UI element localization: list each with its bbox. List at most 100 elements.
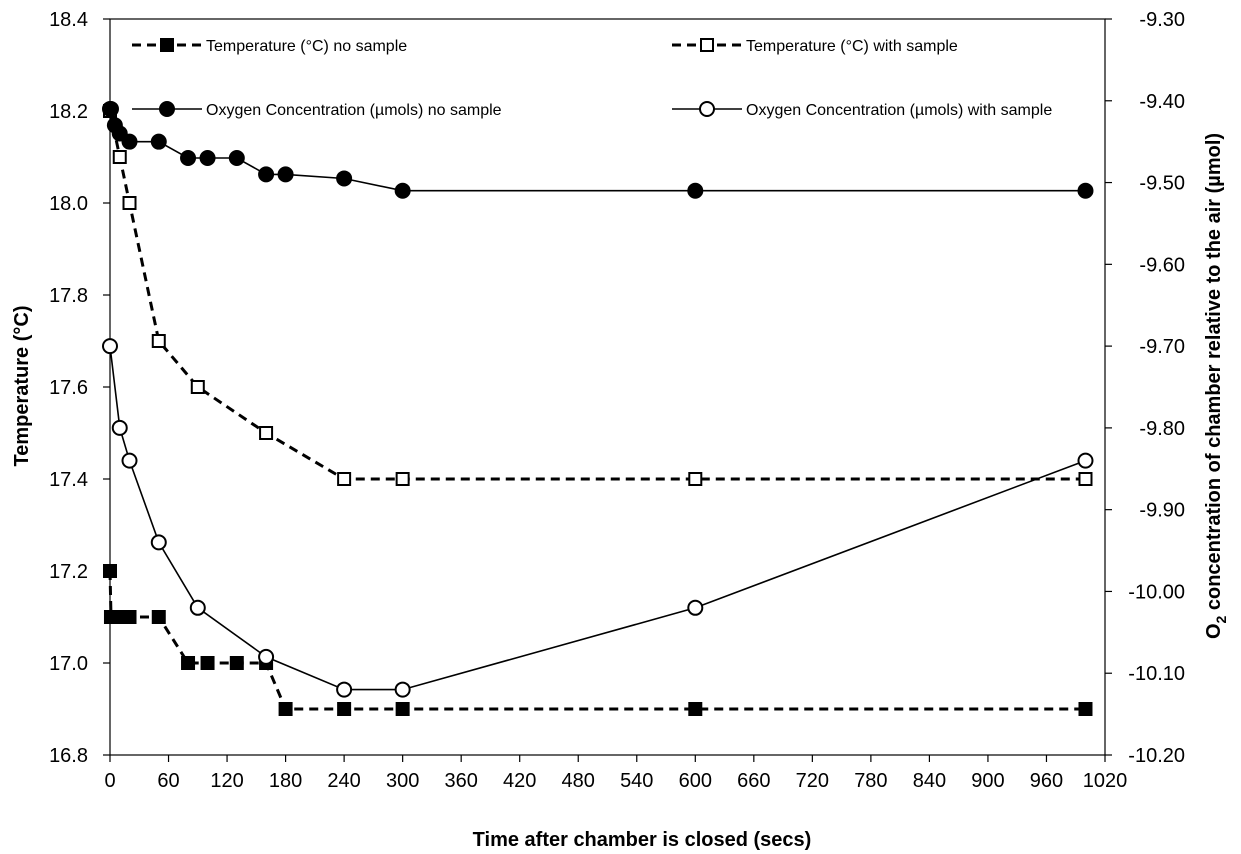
data-point bbox=[1077, 182, 1094, 199]
x-tick-label: 840 bbox=[913, 770, 946, 792]
series-line bbox=[108, 570, 1086, 711]
x-axis: 0 60 120 180 240 300 360 420 480 540 600 660 720 780 8… bbox=[104, 755, 1127, 792]
legend-entry: Oxygen Concentration (µmols) with sample bbox=[672, 101, 1052, 119]
x-tick-label: 120 bbox=[210, 770, 243, 792]
series-1 bbox=[103, 564, 1093, 716]
y-right-tick-label: -9.80 bbox=[1139, 418, 1185, 440]
legend-marker bbox=[700, 38, 714, 52]
y-axis-right-title-suffix: concentration of chamber relative to the… bbox=[1203, 133, 1225, 616]
data-point bbox=[103, 564, 117, 578]
data-point bbox=[337, 472, 352, 486]
legend-label: Oxygen Concentration (µmols) no sample bbox=[206, 102, 502, 119]
x-tick-label: 720 bbox=[796, 770, 829, 792]
y-left-tick-label: 17.6 bbox=[49, 377, 88, 399]
y-left-tick-label: 17.4 bbox=[49, 469, 88, 491]
legend-label: Temperature (°C) no sample bbox=[206, 38, 407, 55]
data-point bbox=[395, 472, 410, 486]
legend-label: Temperature (°C) with sample bbox=[746, 38, 958, 55]
data-point bbox=[102, 100, 119, 117]
y-axis-right-title-subscript: 2 bbox=[1213, 615, 1229, 623]
legend-marker bbox=[699, 101, 715, 117]
data-point bbox=[688, 702, 703, 716]
x-tick-label: 300 bbox=[386, 770, 419, 792]
y-axis-left-title: Temperature (°C) bbox=[11, 306, 33, 467]
x-tick-label: 60 bbox=[157, 770, 179, 792]
data-point bbox=[122, 610, 137, 624]
y-left-tick-label: 17.8 bbox=[49, 285, 88, 307]
series-3 bbox=[102, 100, 1094, 199]
data-point bbox=[259, 426, 274, 440]
x-tick-label: 180 bbox=[269, 770, 302, 792]
series-line bbox=[109, 346, 1086, 691]
data-point bbox=[277, 166, 294, 183]
y-right-tick-label: -10.10 bbox=[1128, 663, 1185, 685]
y-right-tick-label: -10.00 bbox=[1128, 581, 1185, 603]
y-right-tick-label: -9.30 bbox=[1139, 9, 1185, 31]
y-left-tick-label: 17.2 bbox=[49, 561, 88, 583]
y-left-tick-label: 18.2 bbox=[49, 101, 88, 123]
series-4 bbox=[102, 338, 1094, 698]
data-point bbox=[150, 534, 167, 551]
data-point bbox=[687, 182, 704, 199]
x-tick-label: 0 bbox=[104, 770, 115, 792]
series-line bbox=[110, 108, 1086, 192]
y-axis-right-title: O2 concentration of chamber relative to … bbox=[1203, 133, 1229, 639]
data-point bbox=[181, 656, 196, 670]
x-tick-label: 600 bbox=[679, 770, 712, 792]
x-tick-label: 780 bbox=[854, 770, 887, 792]
data-point bbox=[394, 681, 411, 698]
x-tick-label: 240 bbox=[327, 770, 360, 792]
y-right-tick-label: -9.70 bbox=[1139, 336, 1185, 358]
series-line bbox=[108, 110, 1086, 481]
legend-entry: Temperature (°C) with sample bbox=[672, 38, 958, 55]
data-point bbox=[150, 133, 167, 150]
y-left-tick-label: 18.4 bbox=[49, 9, 88, 31]
legend-label: Oxygen Concentration (µmols) with sample bbox=[746, 102, 1052, 119]
data-point bbox=[102, 338, 118, 355]
data-point bbox=[336, 681, 353, 698]
legend-entry: Temperature (°C) no sample bbox=[132, 38, 407, 55]
data-point bbox=[687, 599, 704, 616]
y-right-tick-label: -10.20 bbox=[1128, 745, 1185, 767]
legend-marker bbox=[159, 101, 175, 117]
data-point bbox=[151, 334, 166, 348]
x-tick-label: 1020 bbox=[1083, 770, 1128, 792]
data-point bbox=[122, 196, 137, 210]
y-left-tick-label: 18.0 bbox=[49, 193, 88, 215]
data-point bbox=[336, 170, 353, 187]
data-point bbox=[1078, 472, 1093, 486]
x-tick-label: 360 bbox=[444, 770, 477, 792]
data-point bbox=[111, 419, 128, 436]
x-tick-label: 480 bbox=[562, 770, 595, 792]
data-point bbox=[228, 150, 245, 167]
data-point bbox=[180, 150, 197, 167]
y-right-tick-label: -9.40 bbox=[1139, 91, 1185, 113]
data-point bbox=[229, 656, 244, 670]
y-right-tick-label: -9.90 bbox=[1139, 500, 1185, 522]
x-tick-label: 540 bbox=[620, 770, 653, 792]
series-2 bbox=[103, 104, 1093, 486]
x-tick-label: 420 bbox=[503, 770, 536, 792]
plot-frame bbox=[109, 18, 1106, 756]
data-point bbox=[394, 182, 411, 199]
data-point bbox=[1078, 702, 1093, 716]
plot-area bbox=[109, 18, 1106, 756]
data-point bbox=[337, 702, 352, 716]
data-point bbox=[278, 702, 293, 716]
y-axis-left: 16.8 17.0 17.2 17.4 17.6 17.8 18.0 18.2 18.4 bbox=[49, 9, 110, 767]
data-point bbox=[121, 133, 138, 150]
data-point bbox=[1077, 452, 1094, 469]
data-point bbox=[112, 150, 127, 164]
data-point bbox=[151, 610, 166, 624]
data-point bbox=[200, 656, 215, 670]
data-point bbox=[121, 452, 138, 469]
x-tick-label: 900 bbox=[971, 770, 1004, 792]
data-point bbox=[258, 648, 275, 665]
data-point bbox=[189, 599, 206, 616]
y-left-tick-label: 16.8 bbox=[49, 745, 88, 767]
y-left-tick-label: 17.0 bbox=[49, 653, 88, 675]
data-point bbox=[395, 702, 410, 716]
y-right-tick-label: -9.60 bbox=[1139, 254, 1185, 276]
data-point bbox=[688, 472, 703, 486]
